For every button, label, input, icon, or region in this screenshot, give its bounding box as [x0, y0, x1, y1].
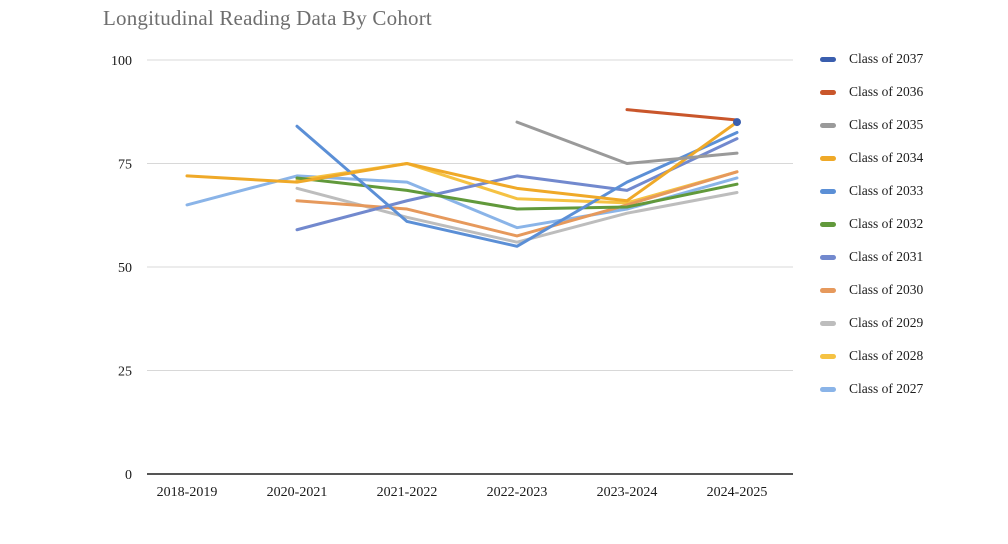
series-line-class-of-2035	[515, 120, 739, 165]
legend-swatch-class-of-2033	[820, 188, 836, 194]
legend-swatch-class-of-2036	[820, 89, 836, 95]
y-tick-label: 25	[118, 365, 132, 380]
series-line-class-of-2032	[295, 176, 739, 211]
legend-swatch-class-of-2030	[820, 287, 836, 293]
legend-item-class-of-2034: Class of 2034	[820, 148, 923, 168]
legend-label: Class of 2027	[849, 381, 924, 396]
legend-swatch-class-of-2031	[820, 254, 836, 260]
legend-label: Class of 2033	[849, 183, 924, 198]
series-line-class-of-2034	[185, 120, 739, 203]
legend-item-class-of-2030: Class of 2030	[820, 280, 923, 300]
legend-label: Class of 2030	[849, 282, 924, 297]
legend-item-class-of-2029: Class of 2029	[820, 313, 923, 333]
legend-swatch-class-of-2027	[820, 386, 836, 392]
chart-title: Longitudinal Reading Data By Cohort	[103, 6, 432, 30]
legend-item-class-of-2027: Class of 2027	[820, 379, 923, 399]
x-tick-label: 2024-2025	[707, 485, 768, 500]
x-tick-label: 2020-2021	[267, 485, 328, 500]
x-tick-label: 2018-2019	[157, 485, 218, 500]
legend-item-class-of-2031: Class of 2031	[820, 247, 923, 267]
legend-item-class-of-2033: Class of 2033	[820, 181, 923, 201]
y-tick-label: 0	[125, 468, 132, 483]
legend-swatch-class-of-2035	[820, 122, 836, 128]
legend-swatch-class-of-2032	[820, 221, 836, 227]
legend-item-class-of-2037: Class of 2037	[820, 49, 923, 69]
x-tick-label: 2023-2024	[597, 485, 658, 500]
series-line-class-of-2030	[295, 170, 739, 238]
legend-item-class-of-2036: Class of 2036	[820, 82, 923, 102]
x-tick-label: 2022-2023	[487, 485, 548, 500]
x-tick-label: 2021-2022	[377, 485, 438, 500]
legend-label: Class of 2036	[849, 84, 924, 99]
legend-item-class-of-2035: Class of 2035	[820, 115, 923, 135]
legend-label: Class of 2035	[849, 117, 924, 132]
legend-label: Class of 2029	[849, 315, 924, 330]
y-tick-label: 50	[118, 261, 132, 276]
legend-item-class-of-2032: Class of 2032	[820, 214, 923, 234]
legend-label: Class of 2034	[849, 150, 924, 165]
legend-swatch-class-of-2029	[820, 320, 836, 326]
y-tick-label: 100	[111, 54, 132, 69]
legend-label: Class of 2032	[849, 216, 924, 231]
legend-swatch-class-of-2037	[820, 56, 836, 62]
legend-swatch-class-of-2034	[820, 155, 836, 161]
series-point-class-of-2037	[733, 118, 741, 127]
legend-swatch-class-of-2028	[820, 353, 836, 359]
legend-label: Class of 2037	[849, 51, 924, 66]
legend-item-class-of-2028: Class of 2028	[820, 346, 923, 366]
y-tick-label: 75	[118, 158, 132, 173]
series-line-class-of-2036	[625, 108, 739, 122]
legend-label: Class of 2031	[849, 249, 924, 264]
legend-label: Class of 2028	[849, 348, 924, 363]
series-line-class-of-2033	[295, 124, 739, 248]
